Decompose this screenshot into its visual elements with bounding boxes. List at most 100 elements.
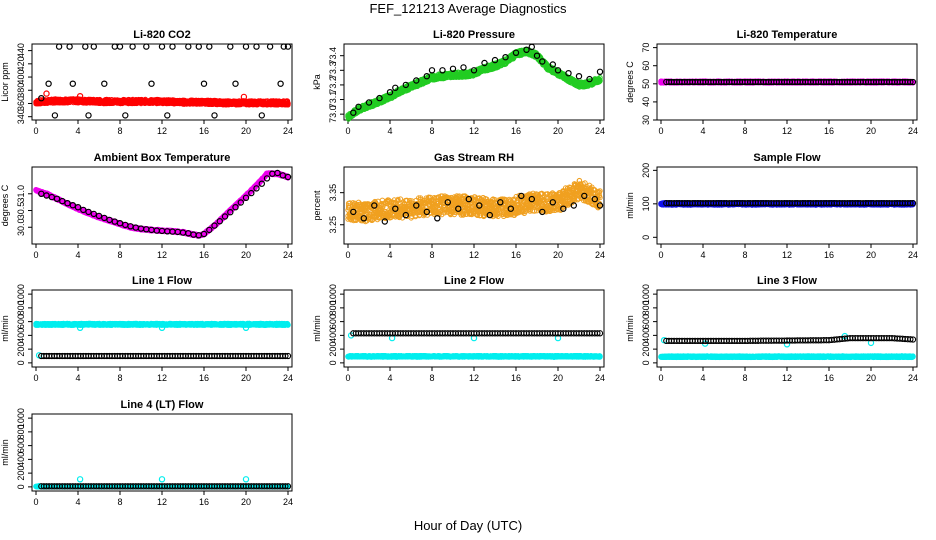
data-point bbox=[45, 80, 52, 87]
data-point bbox=[38, 94, 45, 102]
data-point bbox=[596, 68, 604, 76]
data-point bbox=[143, 43, 150, 50]
data-point bbox=[253, 43, 260, 50]
x-tick-label: 16 bbox=[824, 126, 834, 136]
data-point bbox=[158, 43, 166, 50]
data-point bbox=[258, 112, 265, 119]
x-tick-label: 8 bbox=[429, 126, 434, 136]
data-point bbox=[232, 80, 239, 87]
y-tick-label: 360 bbox=[16, 96, 26, 111]
data-point bbox=[185, 43, 192, 50]
y-tick-label: 73.1 bbox=[328, 91, 338, 109]
data-point bbox=[148, 80, 155, 87]
data-point bbox=[101, 80, 108, 87]
data-point bbox=[195, 43, 202, 50]
data-point bbox=[200, 80, 208, 87]
y-tick-label: 50 bbox=[641, 79, 651, 89]
x-tick-label: 24 bbox=[908, 126, 918, 136]
data-point bbox=[111, 43, 119, 50]
x-tick-label: 16 bbox=[199, 250, 209, 260]
data-point bbox=[169, 43, 176, 50]
y-axis-label: degrees C bbox=[625, 61, 635, 103]
data-point bbox=[90, 43, 98, 50]
y-tick-label: 30 bbox=[641, 115, 651, 125]
y-tick-label: 420 bbox=[16, 56, 26, 71]
y-tick-label: 440 bbox=[16, 43, 26, 58]
y-tick-label: 73.3 bbox=[328, 62, 338, 80]
data-point bbox=[43, 90, 50, 97]
x-tick-label: 16 bbox=[199, 126, 209, 136]
panel-title: Li-820 Temperature bbox=[737, 29, 838, 41]
x-tick-label: 20 bbox=[241, 250, 251, 260]
x-tick-label: 12 bbox=[782, 126, 792, 136]
data-point bbox=[460, 64, 467, 71]
y-tick-label: 40 bbox=[641, 97, 651, 107]
x-tick-label: 20 bbox=[553, 126, 563, 136]
panel-title: Li-820 Pressure bbox=[433, 29, 515, 41]
data-point bbox=[51, 112, 59, 119]
y-tick-label: 70 bbox=[641, 43, 651, 53]
y-axis-label: Licor ppm bbox=[0, 62, 10, 102]
data-point bbox=[240, 93, 248, 101]
data-point bbox=[428, 67, 436, 74]
y-tick-label: 60 bbox=[641, 61, 651, 71]
data-point bbox=[575, 72, 583, 80]
data-point bbox=[242, 43, 250, 50]
x-tick-label: 24 bbox=[283, 126, 293, 136]
figure-title: FEF_121213 Average Diagnostics bbox=[369, 1, 567, 16]
data-point bbox=[164, 112, 171, 119]
y-tick-label: 31.0 bbox=[16, 185, 26, 203]
data-point bbox=[211, 112, 218, 119]
series-red-band bbox=[33, 96, 291, 108]
x-tick-label: 0 bbox=[33, 250, 38, 260]
x-tick-label: 4 bbox=[75, 250, 80, 260]
y-axis-label: degrees C bbox=[0, 184, 10, 226]
y-tick-label: 400 bbox=[16, 70, 26, 85]
data-point bbox=[280, 43, 287, 50]
data-point bbox=[82, 43, 89, 50]
data-point bbox=[227, 43, 234, 50]
data-point bbox=[277, 80, 284, 87]
x-tick-label: 16 bbox=[511, 126, 521, 136]
y-tick-label: 30.0 bbox=[16, 218, 26, 236]
x-tick-label: 0 bbox=[33, 126, 38, 136]
y-tick-label: 73.2 bbox=[328, 76, 338, 94]
x-tick-label: 24 bbox=[595, 126, 605, 136]
data-point bbox=[285, 100, 291, 107]
data-point bbox=[85, 112, 92, 119]
data-point bbox=[76, 92, 84, 100]
series-black-points bbox=[38, 43, 292, 119]
panel-title: Li-820 CO2 bbox=[133, 29, 190, 41]
data-point bbox=[66, 43, 73, 50]
y-tick-label: 340 bbox=[16, 109, 26, 124]
x-tick-label: 4 bbox=[387, 126, 392, 136]
x-tick-label: 0 bbox=[345, 126, 350, 136]
chart-panel-4: Ambient Box Temperature degrees C 0 4 8 12 16 2… bbox=[0, 152, 293, 260]
y-tick-label: 73.0 bbox=[328, 105, 338, 123]
data-point bbox=[55, 43, 63, 50]
series-red-points bbox=[43, 90, 248, 101]
x-tick-label: 24 bbox=[283, 250, 293, 260]
data-point bbox=[69, 80, 77, 87]
data-point bbox=[122, 112, 129, 119]
x-tick-label: 4 bbox=[75, 126, 80, 136]
x-tick-label: 8 bbox=[742, 126, 747, 136]
data-point bbox=[284, 43, 292, 50]
data-point bbox=[116, 43, 124, 50]
y-axis-label: kPa bbox=[312, 74, 322, 90]
y-tick-label: 380 bbox=[16, 83, 26, 98]
x-tick-label: 12 bbox=[469, 126, 479, 136]
x-tick-label: 20 bbox=[241, 126, 251, 136]
y-tick-label: 73.4 bbox=[328, 47, 338, 65]
x-tick-label: 4 bbox=[700, 126, 705, 136]
x-tick-label: 20 bbox=[866, 126, 876, 136]
data-point bbox=[206, 43, 213, 50]
x-tick-label: 12 bbox=[157, 250, 167, 260]
x-tick-label: 8 bbox=[117, 126, 122, 136]
panel-title: Ambient Box Temperature bbox=[94, 152, 231, 164]
data-point bbox=[129, 43, 136, 50]
x-tick-label: 8 bbox=[117, 250, 122, 260]
